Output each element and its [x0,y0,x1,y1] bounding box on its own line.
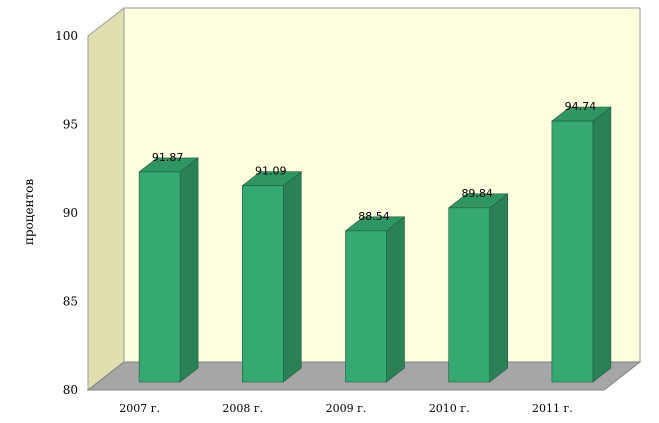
x-tick-label: 2007 г. [119,402,160,415]
x-tick-label: 2009 г. [326,402,367,415]
data-labels: 91.87 91.09 88.54 89.84 94.74 [152,100,596,223]
bar-side [179,157,199,383]
bar [448,207,491,383]
x-tick-label: 2008 г. [222,402,263,415]
y-tick-label: 90 [63,206,78,220]
x-tick-label: 2011 г. [532,402,573,415]
data-label: 91.87 [152,151,184,164]
bar-side [592,106,612,383]
data-label: 89.84 [461,187,493,200]
y-tick-label: 95 [63,118,78,132]
data-label: 88.54 [358,210,390,223]
data-label: 94.74 [565,100,597,113]
bar [551,120,594,383]
bar-side [489,193,509,383]
y-tick-label: 80 [63,383,78,397]
x-tick-label: 2010 г. [429,402,470,415]
y-axis-title: процентов [22,179,36,246]
bar [242,185,284,383]
bar [138,171,181,383]
bar-side [386,216,405,383]
x-axis-ticks: 2007 г. 2008 г. 2009 г. 2010 г. 2011 г. [119,402,573,415]
bars [138,106,612,383]
data-label: 91.09 [255,165,287,178]
side-wall [87,6,125,392]
y-tick-label: 85 [63,295,78,309]
bar [345,230,387,383]
bar-side [282,171,302,383]
y-tick-label: 100 [55,29,78,43]
y-axis-ticks: 80 85 90 95 100 [55,29,78,397]
